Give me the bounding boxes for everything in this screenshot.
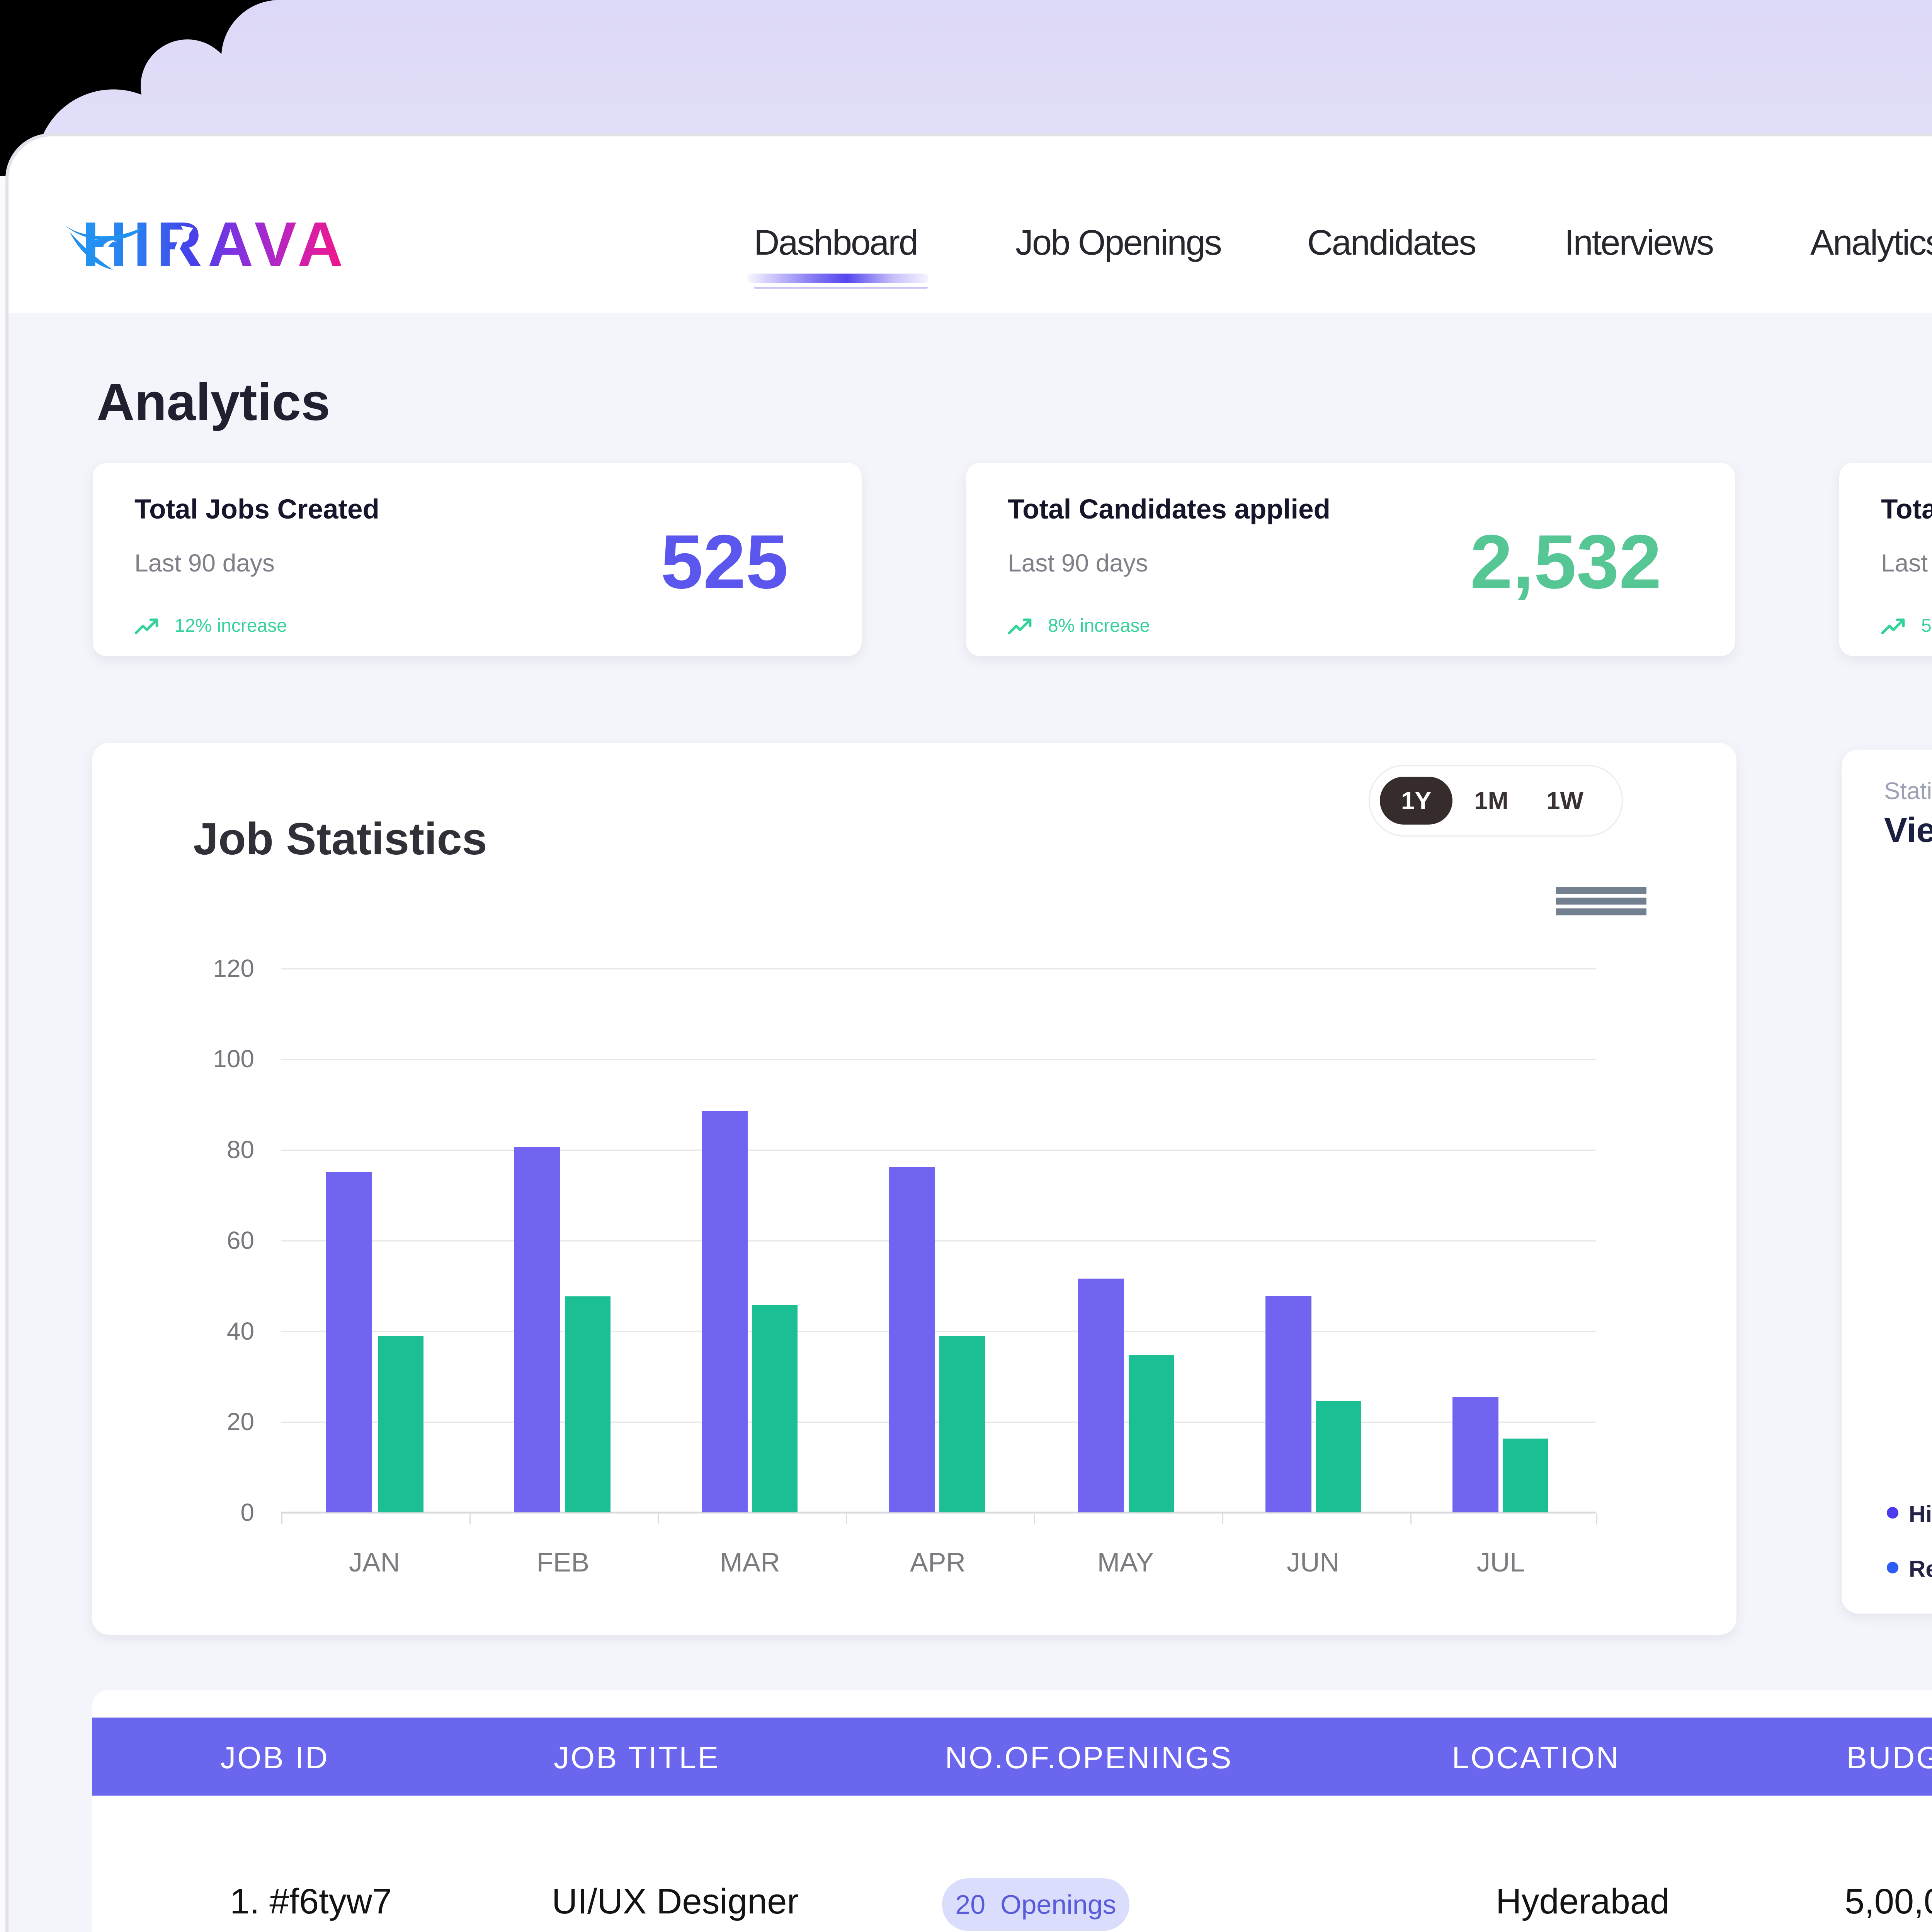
svg-text:HIRAVA: HIRAVA: [82, 209, 349, 279]
